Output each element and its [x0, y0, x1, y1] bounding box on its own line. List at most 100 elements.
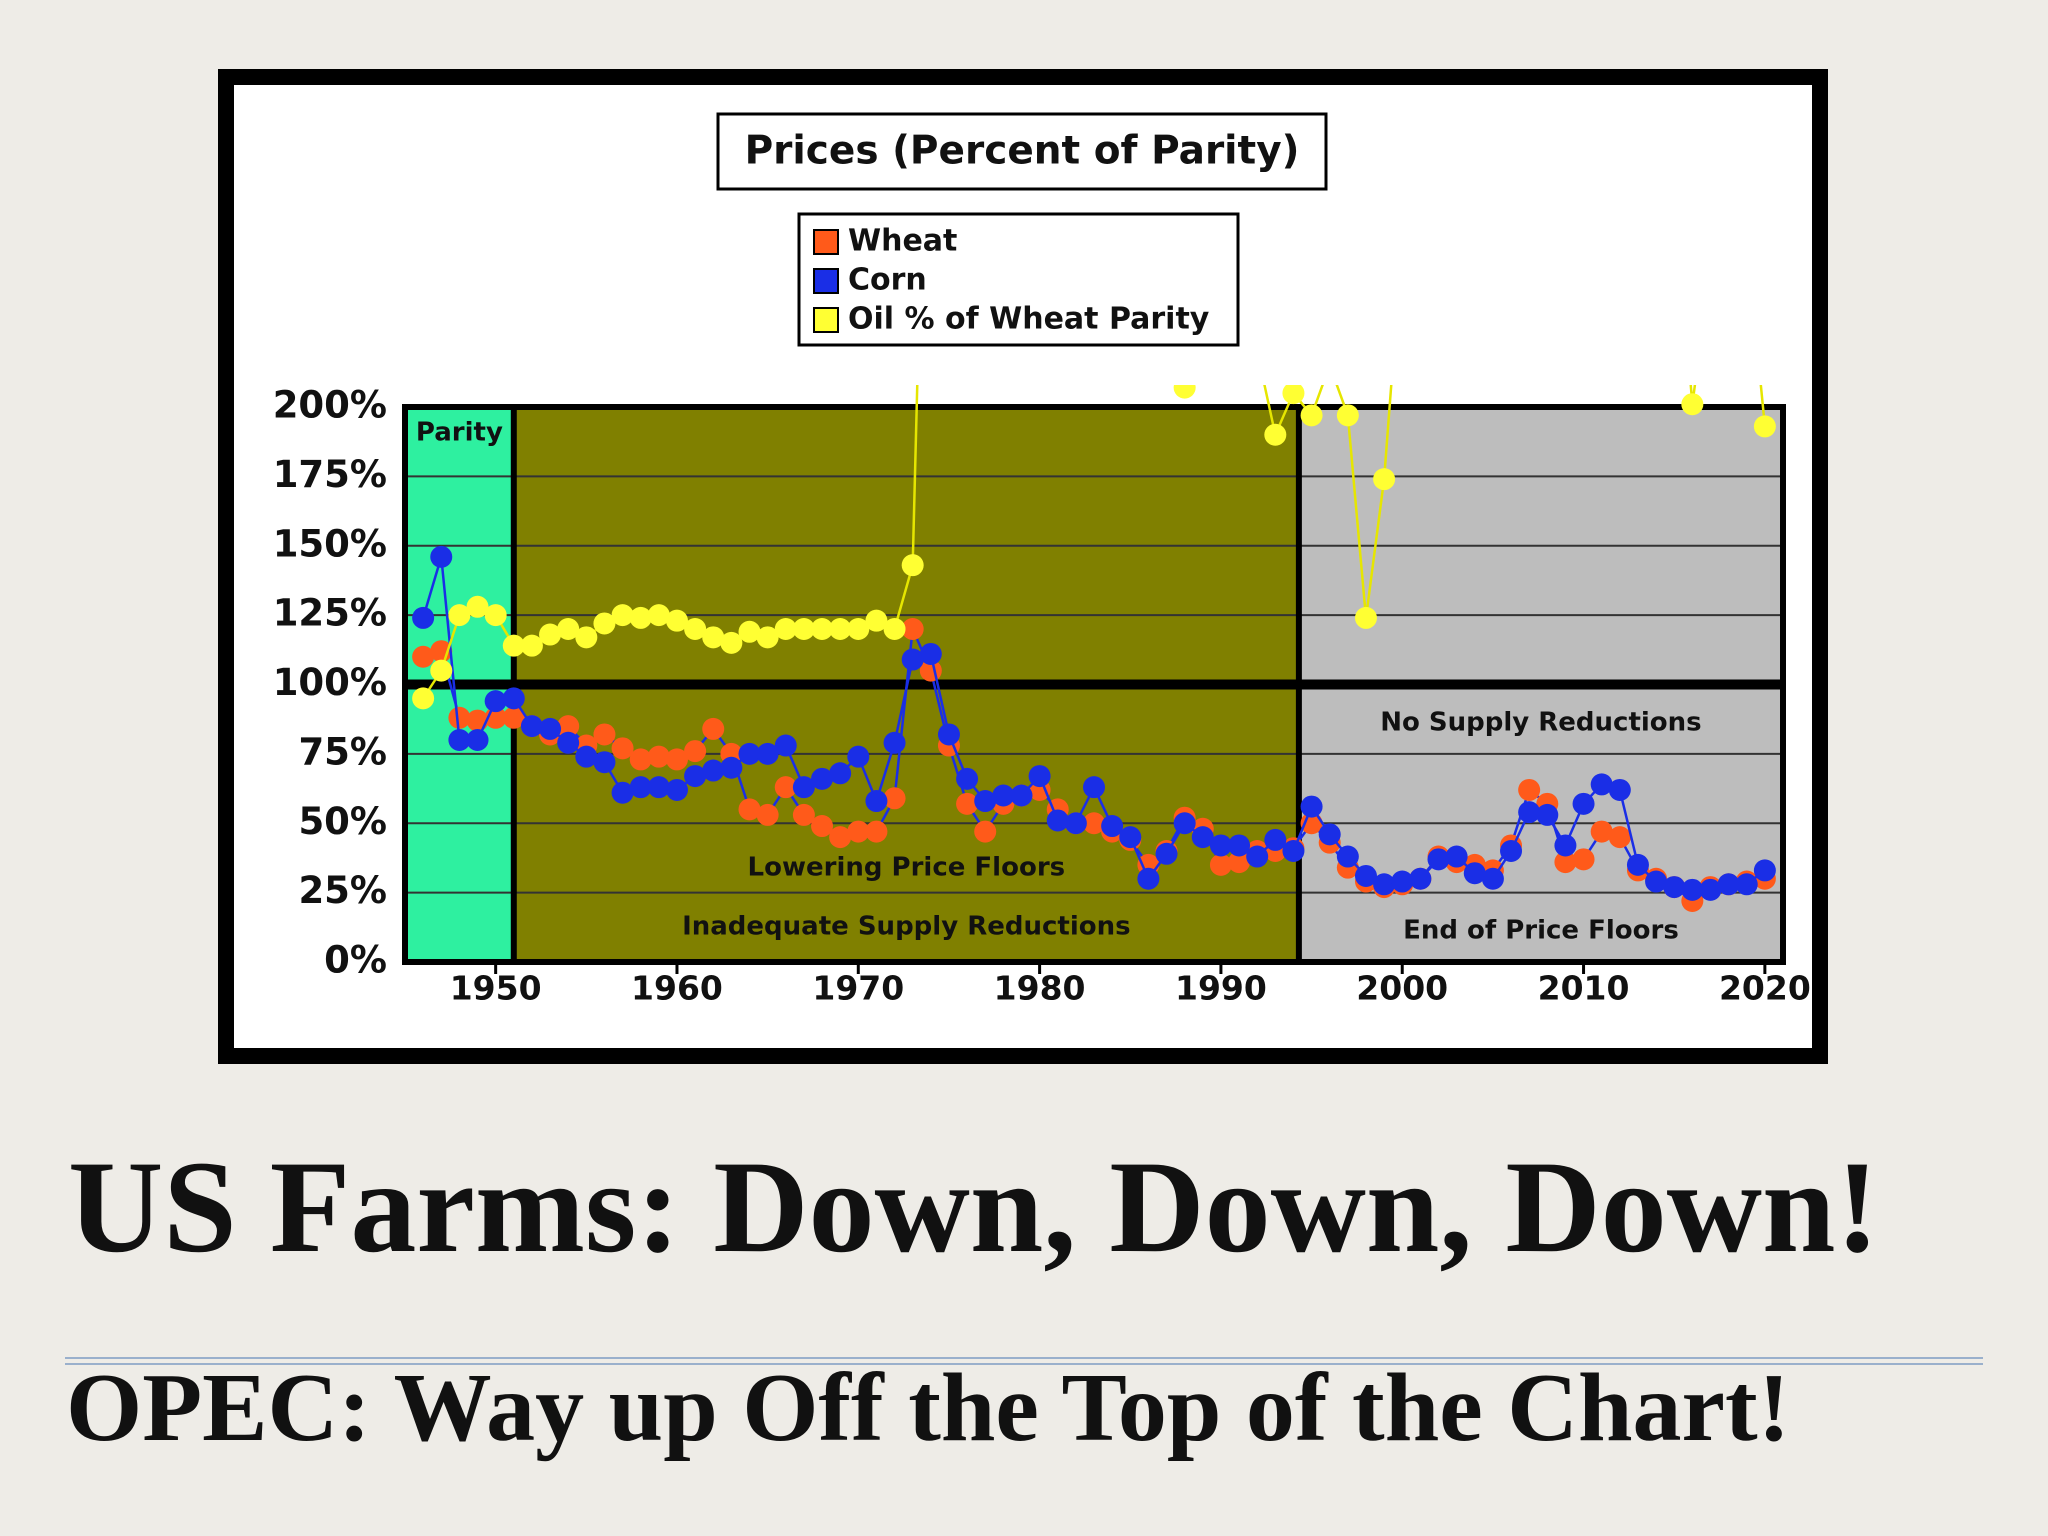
data-point [430, 545, 453, 568]
data-point [1046, 809, 1069, 832]
data-point [1354, 864, 1377, 887]
data-point [738, 620, 761, 643]
legend-label: Oil % of Wheat Parity [848, 302, 1210, 337]
data-point [1101, 815, 1124, 838]
y-tick-label: 175% [273, 453, 387, 496]
y-tick-label: 100% [273, 661, 387, 704]
data-point [1753, 859, 1776, 882]
data-point [412, 606, 435, 629]
data-point [484, 690, 507, 713]
data-point [956, 767, 979, 790]
data-point [1536, 803, 1559, 826]
data-point [484, 604, 507, 627]
data-point [756, 626, 779, 649]
data-point [520, 634, 543, 657]
data-point [811, 815, 834, 838]
x-tick-label: 1950 [450, 969, 542, 1008]
data-point [611, 604, 634, 627]
data-point [1010, 784, 1033, 807]
region-label: End of Price Floors [1403, 916, 1679, 946]
data-point [502, 687, 525, 710]
region-label: Parity [416, 418, 503, 448]
region-label: No Supply Reductions [1380, 708, 1701, 738]
data-point [611, 781, 634, 804]
x-tick-label: 1970 [812, 969, 904, 1008]
data-point [865, 820, 888, 843]
data-point [575, 626, 598, 649]
data-point [1500, 840, 1523, 862]
data-point [539, 717, 562, 740]
data-point [883, 787, 906, 810]
data-point [919, 642, 942, 665]
data-point [720, 631, 743, 654]
data-point [629, 606, 652, 629]
data-point [992, 35, 1014, 57]
data-point [865, 790, 888, 813]
data-point [629, 776, 652, 799]
data-point [1083, 776, 1105, 799]
data-point [1590, 820, 1613, 843]
data-point [1336, 404, 1359, 427]
data-point [901, 554, 924, 577]
data-point [1300, 404, 1323, 427]
x-tick-label: 2000 [1356, 969, 1448, 1008]
data-point [593, 612, 616, 635]
data-point [1191, 826, 1214, 849]
y-tick-label: 50% [298, 800, 387, 843]
plot-series [412, 8, 1776, 912]
data-point [1173, 385, 1196, 399]
data-point [1463, 862, 1486, 885]
legend-label: Wheat [848, 224, 957, 259]
data-point [557, 715, 580, 738]
data-point [1518, 778, 1541, 801]
data-point [1228, 834, 1251, 857]
y-tick-label: 75% [298, 730, 387, 773]
data-point [1300, 795, 1323, 818]
data-point [593, 723, 616, 746]
data-point [883, 731, 906, 754]
data-point [684, 618, 707, 640]
data-point [1518, 801, 1541, 824]
data-point [1590, 773, 1613, 796]
data-point [1608, 826, 1631, 849]
data-point [1554, 851, 1577, 874]
y-tick-label: 125% [273, 592, 387, 635]
x-tick-label: 1990 [1175, 969, 1267, 1008]
data-point [774, 618, 797, 640]
chart: Parity Lowering Price Floors Inadequate Su… [273, 8, 1811, 1008]
data-point [702, 626, 725, 649]
x-tick-label: 2020 [1719, 969, 1811, 1008]
title-box [716, 112, 1328, 191]
data-point [448, 706, 471, 729]
data-point [502, 706, 525, 729]
data-point [992, 784, 1015, 807]
data-point [792, 803, 815, 826]
x-tick-label: 2010 [1538, 969, 1630, 1008]
legend-swatch [813, 229, 839, 255]
data-point [1481, 867, 1504, 890]
data-point [1064, 812, 1087, 835]
data-point [448, 604, 471, 627]
data-point [901, 618, 924, 640]
data-point [1354, 606, 1377, 629]
data-point [557, 618, 580, 640]
y-tick-label: 150% [273, 522, 387, 565]
region-label: Inadequate Supply Reductions [682, 912, 1131, 942]
plot-border [402, 404, 1786, 965]
data-point [847, 820, 870, 843]
data-point [702, 717, 725, 740]
data-point [829, 826, 852, 849]
data-point [1464, 8, 1486, 30]
data-point [448, 729, 471, 751]
y-tick-label: 200% [273, 384, 387, 427]
data-point [811, 767, 834, 790]
data-point [520, 715, 543, 738]
data-point [756, 803, 779, 826]
data-point [901, 648, 924, 671]
data-point [412, 645, 435, 668]
data-point [774, 734, 797, 757]
data-point [1445, 845, 1468, 868]
data-point [829, 762, 852, 785]
data-point [1681, 393, 1704, 416]
data-point [829, 618, 852, 640]
